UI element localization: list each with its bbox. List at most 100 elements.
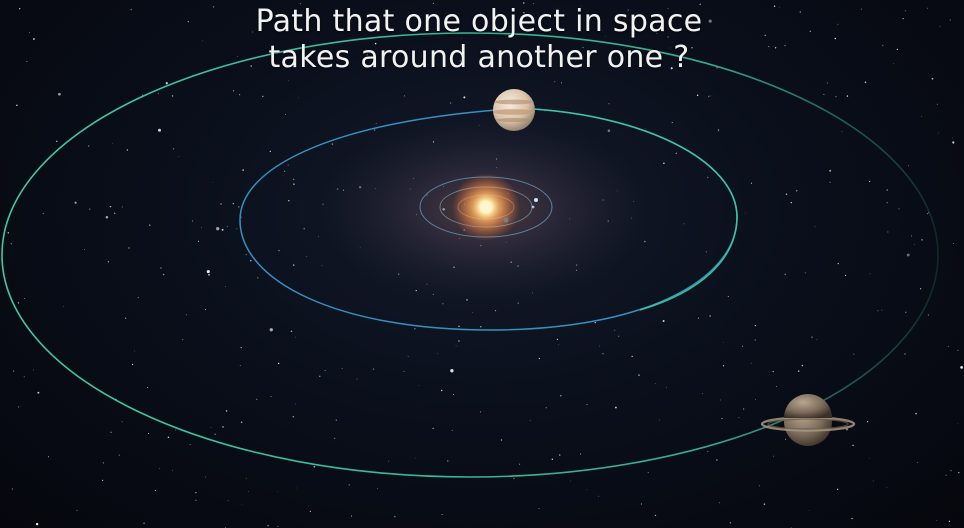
star — [442, 303, 444, 305]
star — [128, 247, 130, 249]
star — [6, 277, 8, 279]
star — [948, 520, 951, 522]
star — [938, 132, 939, 134]
star — [837, 262, 839, 265]
star — [774, 47, 777, 49]
star — [919, 288, 922, 290]
star — [205, 476, 207, 478]
star — [225, 410, 228, 412]
star — [519, 463, 521, 465]
star — [869, 458, 870, 459]
star — [811, 336, 813, 338]
star — [698, 317, 700, 319]
star — [667, 36, 669, 38]
star — [869, 181, 871, 183]
star — [705, 251, 707, 253]
star — [952, 137, 954, 139]
star — [269, 328, 273, 332]
star — [16, 104, 18, 107]
star — [598, 495, 600, 497]
star — [750, 182, 752, 184]
star — [754, 339, 756, 341]
star — [834, 37, 837, 40]
star — [785, 193, 788, 195]
star — [960, 366, 963, 369]
star — [836, 488, 839, 490]
star — [377, 488, 378, 490]
star — [324, 370, 326, 371]
star — [374, 42, 377, 45]
star — [947, 345, 949, 347]
star — [691, 47, 693, 49]
star — [63, 305, 65, 307]
star — [110, 431, 112, 433]
star — [727, 295, 729, 297]
star — [801, 364, 804, 367]
star — [550, 31, 552, 33]
star — [42, 212, 44, 214]
star — [742, 408, 745, 410]
star — [143, 522, 145, 525]
star — [109, 205, 112, 208]
star — [614, 406, 617, 409]
star — [931, 78, 934, 80]
star — [35, 522, 39, 526]
star — [618, 335, 620, 337]
star — [201, 227, 203, 229]
star — [277, 491, 279, 493]
star — [121, 206, 123, 208]
star — [167, 436, 170, 439]
star — [76, 509, 78, 512]
star — [118, 454, 120, 456]
star — [187, 21, 189, 23]
star — [670, 47, 671, 49]
star — [28, 31, 30, 33]
star — [239, 365, 241, 367]
star — [348, 484, 350, 486]
star — [232, 202, 235, 205]
star — [662, 319, 665, 323]
star — [356, 378, 358, 380]
star — [480, 326, 482, 328]
star — [952, 141, 955, 144]
star — [750, 362, 752, 364]
star — [458, 325, 460, 327]
star — [845, 274, 847, 276]
star — [949, 19, 951, 21]
star — [294, 336, 296, 338]
star — [608, 103, 610, 105]
star — [147, 387, 149, 388]
star — [388, 460, 390, 462]
star — [494, 309, 497, 312]
star — [814, 226, 816, 228]
star — [638, 374, 640, 376]
star — [721, 417, 723, 420]
star — [886, 201, 888, 204]
star — [88, 145, 90, 147]
star — [485, 19, 487, 21]
star — [790, 201, 792, 204]
star — [306, 255, 308, 257]
star — [554, 81, 556, 83]
star — [403, 95, 406, 97]
star — [341, 368, 343, 370]
star — [896, 48, 898, 51]
star — [171, 469, 173, 471]
star — [295, 403, 296, 405]
star — [309, 510, 311, 513]
star — [580, 64, 583, 66]
star — [663, 162, 665, 164]
star — [212, 181, 213, 183]
star — [906, 253, 910, 257]
star — [707, 176, 709, 178]
star — [270, 50, 272, 52]
star — [594, 322, 596, 324]
star — [204, 309, 206, 310]
star — [904, 353, 906, 355]
star — [284, 114, 286, 116]
star — [437, 353, 438, 354]
star — [927, 314, 929, 316]
star — [869, 273, 871, 275]
star — [206, 270, 210, 274]
star — [816, 339, 818, 340]
